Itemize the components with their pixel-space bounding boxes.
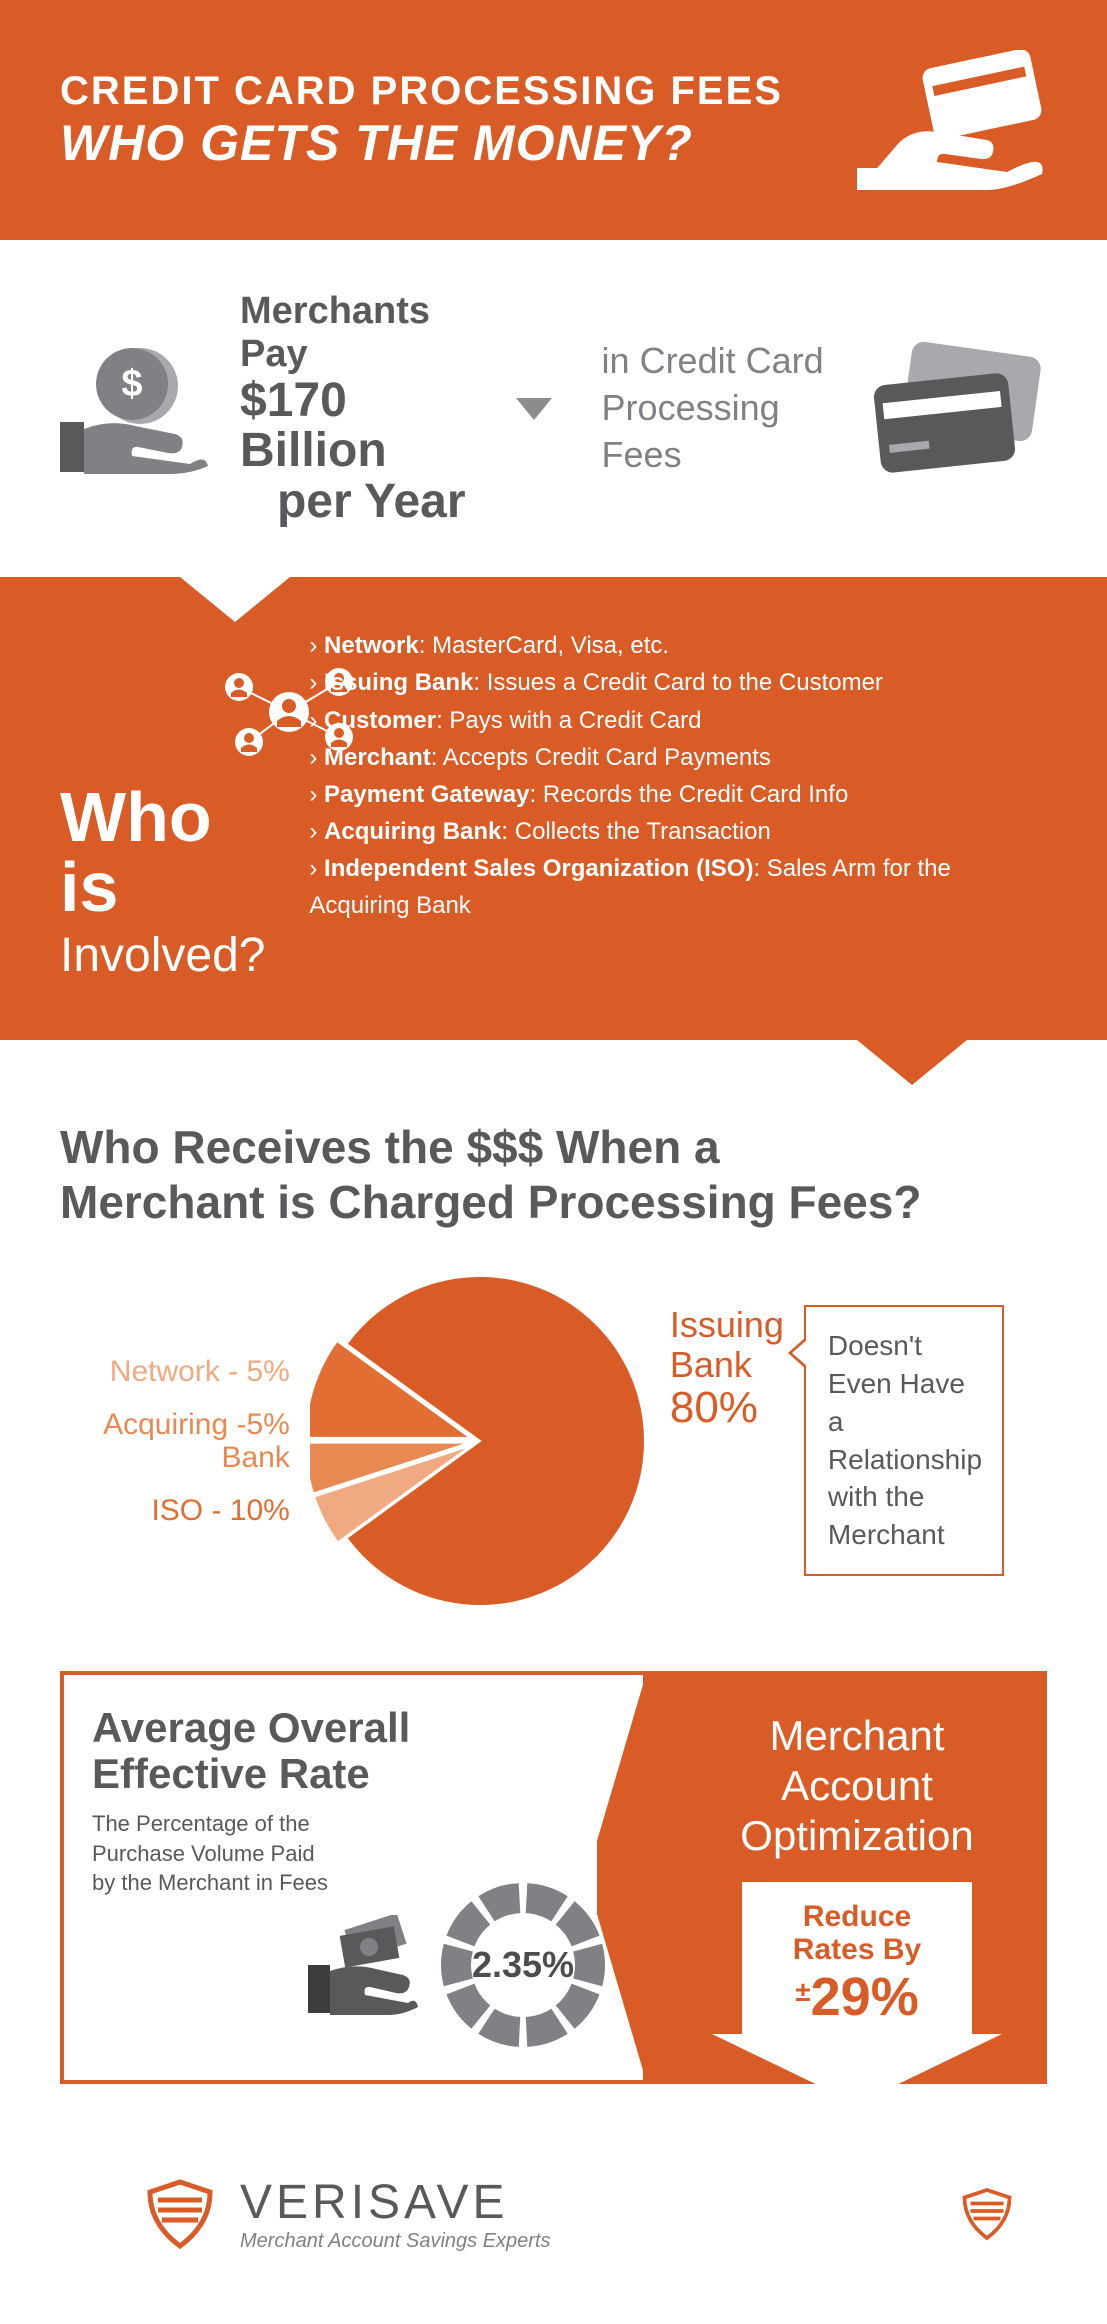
rate-visual: 2.35%: [308, 1875, 613, 2055]
donut-value: 2.35%: [433, 1875, 613, 2055]
stat-main-text: Merchants Pay $170 Billion per Year: [240, 290, 466, 527]
footer: VERISAVE Merchant Account Savings Expert…: [0, 2134, 1107, 2324]
shield-logo-icon: [140, 2174, 220, 2254]
header-banner: CREDIT CARD PROCESSING FEES WHO GETS THE…: [0, 0, 1107, 240]
pie-right: Issuing Bank 80% Doesn't Even Have a Rel…: [670, 1305, 1004, 1576]
involved-item: Payment Gateway: Records the Credit Card…: [309, 776, 1047, 813]
involved-title2: Involved?: [60, 932, 265, 980]
bottom-row: Average Overall Effective Rate The Perce…: [0, 1671, 1107, 2134]
stat-right-line1: in Credit Card: [602, 338, 827, 385]
header-line1: CREDIT CARD PROCESSING FEES: [60, 69, 827, 114]
stat-line1: Merchants Pay: [240, 290, 466, 376]
pie-left-labels: Network - 5% Acquiring -5% Bank ISO - 10…: [103, 1355, 290, 1527]
reduce-rates-arrow: Reduce Rates By ±29%: [742, 1882, 972, 2034]
header-line2: WHO GETS THE MONEY?: [60, 114, 827, 172]
involved-item: Merchant: Accepts Credit Card Payments: [309, 739, 1047, 776]
pie-title-line2: Merchant is Charged Processing Fees?: [60, 1176, 922, 1228]
pie-row: Network - 5% Acquiring -5% Bank ISO - 10…: [60, 1271, 1047, 1611]
pie-label-network: Network - 5%: [103, 1355, 290, 1388]
brand-tagline: Merchant Account Savings Experts: [240, 2230, 551, 2253]
involved-list: Network: MasterCard, Visa, etc.Issuing B…: [309, 627, 1047, 980]
brand-name: VERISAVE: [240, 2175, 551, 2230]
rate-description: The Percentage of the Purchase Volume Pa…: [92, 1809, 332, 1898]
stat-line2: $170 Billion: [240, 376, 466, 477]
involved-item: Acquiring Bank: Collects the Transaction: [309, 813, 1047, 850]
stat-right-line2: Processing Fees: [602, 385, 827, 479]
pie-section: Who Receives the $$$ When a Merchant is …: [0, 1040, 1107, 1670]
card-hand-icon: [857, 50, 1047, 190]
arrow-down-icon: [516, 398, 552, 420]
stat-row: $ Merchants Pay $170 Billion per Year in…: [0, 240, 1107, 577]
pie-label-issuing-bank: Issuing Bank 80%: [670, 1305, 784, 1433]
pie-title-line1: Who Receives the $$$ When a: [60, 1121, 720, 1173]
rate-title: Average Overall Effective Rate: [92, 1705, 615, 1797]
who-involved-section: Who is Involved? Network: MasterCard, Vi…: [0, 577, 1107, 1040]
brand-logo: VERISAVE Merchant Account Savings Expert…: [140, 2174, 551, 2254]
hand-coin-icon: $: [60, 344, 210, 474]
effective-rate-box: Average Overall Effective Rate The Perce…: [60, 1671, 647, 2084]
involved-item: Network: MasterCard, Visa, etc.: [309, 627, 1047, 664]
stat-right-text: in Credit Card Processing Fees: [602, 338, 827, 478]
reduce-line1: Reduce Rates By: [752, 1900, 962, 1966]
shield-logo-small-icon: [957, 2184, 1017, 2244]
involved-item: Independent Sales Organization (ISO): Sa…: [309, 850, 1047, 924]
involved-item: Issuing Bank: Issues a Credit Card to th…: [309, 664, 1047, 701]
pie-title: Who Receives the $$$ When a Merchant is …: [60, 1120, 1047, 1230]
pie-chart: [310, 1271, 650, 1611]
optimization-box: Merchant Account Optimization Reduce Rat…: [647, 1671, 1047, 2084]
header-text: CREDIT CARD PROCESSING FEES WHO GETS THE…: [60, 69, 827, 172]
involved-title1: Who is: [60, 782, 269, 922]
pie-label-acquiring: Acquiring -5% Bank: [103, 1408, 290, 1474]
donut-chart: 2.35%: [433, 1875, 613, 2055]
infographic-container: CREDIT CARD PROCESSING FEES WHO GETS THE…: [0, 0, 1107, 2324]
logo-text: VERISAVE Merchant Account Savings Expert…: [240, 2175, 551, 2253]
involved-item: Customer: Pays with a Credit Card: [309, 702, 1047, 739]
hand-cash-icon: [308, 1915, 418, 2015]
credit-cards-icon: [857, 339, 1047, 479]
involved-left: Who is Involved?: [60, 627, 269, 980]
issuing-bank-callout: Doesn't Even Have a Relationship with th…: [804, 1305, 1004, 1576]
stat-line3: per Year: [240, 477, 466, 527]
reduce-value: ±29%: [752, 1970, 962, 2024]
optimization-title: Merchant Account Optimization: [740, 1711, 973, 1862]
pie-label-iso: ISO - 10%: [103, 1494, 290, 1527]
svg-text:$: $: [121, 363, 142, 405]
